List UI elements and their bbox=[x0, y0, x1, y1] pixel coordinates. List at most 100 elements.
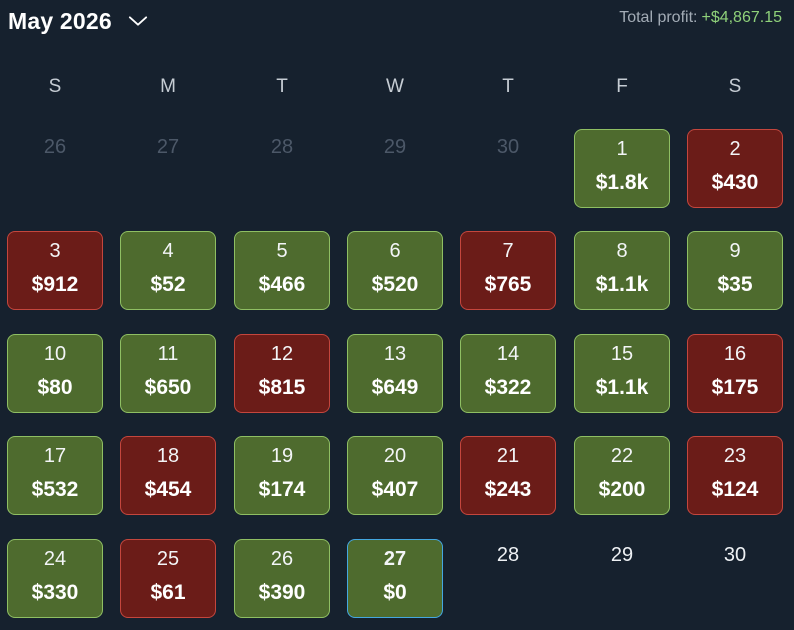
day-cell[interactable]: 14 $322 bbox=[460, 334, 556, 413]
day-number: 4 bbox=[162, 240, 174, 262]
day-cell[interactable]: 19 $174 bbox=[234, 436, 330, 515]
day-cell[interactable]: 29 bbox=[574, 539, 670, 618]
day-number: 19 bbox=[270, 445, 294, 467]
day-cell[interactable]: 9 $35 bbox=[687, 231, 783, 310]
day-number: 2 bbox=[729, 138, 741, 160]
weekday-header-row: S M T W T F S bbox=[0, 76, 794, 100]
day-profit-amount: $1.8k bbox=[595, 171, 649, 194]
day-profit-amount: $174 bbox=[258, 478, 306, 501]
day-profit-amount: $454 bbox=[144, 478, 192, 501]
day-cell[interactable]: 15 $1.1k bbox=[574, 334, 670, 413]
day-cell[interactable]: 28 bbox=[234, 129, 330, 208]
day-cell[interactable]: 6 $520 bbox=[347, 231, 443, 310]
day-cell[interactable]: 23 $124 bbox=[687, 436, 783, 515]
weekday-label: S bbox=[728, 76, 742, 97]
day-cell[interactable]: 18 $454 bbox=[120, 436, 216, 515]
day-cell[interactable]: 1 $1.8k bbox=[574, 129, 670, 208]
day-cell[interactable]: 13 $649 bbox=[347, 334, 443, 413]
day-number: 1 bbox=[616, 138, 628, 160]
total-profit: Total profit: +$4,867.15 bbox=[619, 9, 782, 27]
day-number: 5 bbox=[276, 240, 288, 262]
day-profit-amount: $520 bbox=[371, 273, 419, 296]
day-number: 12 bbox=[270, 343, 294, 365]
day-profit-amount: $61 bbox=[150, 581, 186, 604]
day-cell[interactable]: 30 bbox=[687, 539, 783, 618]
day-number: 26 bbox=[43, 136, 67, 158]
day-number: 30 bbox=[496, 136, 520, 158]
day-cell[interactable]: 27 bbox=[120, 129, 216, 208]
month-title: May 2026 bbox=[8, 7, 112, 34]
day-cell[interactable]: 7 $765 bbox=[460, 231, 556, 310]
day-profit-amount: $649 bbox=[371, 376, 419, 399]
day-profit-amount: $912 bbox=[31, 273, 79, 296]
day-cell-today[interactable]: 27 $0 bbox=[347, 539, 443, 618]
day-number: 21 bbox=[496, 445, 520, 467]
month-dropdown-chevron-icon[interactable] bbox=[128, 11, 148, 31]
day-number: 30 bbox=[723, 544, 747, 566]
day-number: 9 bbox=[729, 240, 741, 262]
day-number: 28 bbox=[496, 544, 520, 566]
day-cell[interactable]: 30 bbox=[460, 129, 556, 208]
day-cell[interactable]: 4 $52 bbox=[120, 231, 216, 310]
day-profit-amount: $52 bbox=[150, 273, 186, 296]
day-number: 11 bbox=[157, 343, 179, 365]
day-cell[interactable]: 22 $200 bbox=[574, 436, 670, 515]
day-profit-amount: $175 bbox=[711, 376, 759, 399]
weekday-label: M bbox=[160, 76, 176, 97]
day-number: 10 bbox=[43, 343, 67, 365]
day-cell[interactable]: 25 $61 bbox=[120, 539, 216, 618]
day-number: 16 bbox=[723, 343, 747, 365]
day-number: 8 bbox=[616, 240, 628, 262]
day-number: 26 bbox=[270, 548, 294, 570]
day-cell[interactable]: 11 $650 bbox=[120, 334, 216, 413]
day-number: 24 bbox=[43, 548, 67, 570]
day-cell[interactable]: 12 $815 bbox=[234, 334, 330, 413]
day-cell[interactable]: 16 $175 bbox=[687, 334, 783, 413]
day-number: 13 bbox=[383, 343, 407, 365]
day-number: 29 bbox=[610, 544, 634, 566]
day-number: 3 bbox=[49, 240, 61, 262]
day-cell[interactable]: 29 bbox=[347, 129, 443, 208]
day-profit-amount: $35 bbox=[717, 273, 753, 296]
day-cell[interactable]: 24 $330 bbox=[7, 539, 103, 618]
day-profit-amount: $466 bbox=[258, 273, 306, 296]
day-number: 27 bbox=[156, 136, 180, 158]
calendar-header: May 2026 bbox=[8, 4, 148, 38]
total-profit-value: +$4,867.15 bbox=[701, 9, 782, 26]
day-cell[interactable]: 28 bbox=[460, 539, 556, 618]
day-profit-amount: $1.1k bbox=[595, 376, 649, 399]
day-profit-amount: $330 bbox=[31, 581, 79, 604]
weekday-label: T bbox=[276, 76, 288, 97]
weekday-label: F bbox=[616, 76, 628, 97]
weekday-label: T bbox=[502, 76, 514, 97]
day-number: 23 bbox=[723, 445, 747, 467]
day-cell[interactable]: 2 $430 bbox=[687, 129, 783, 208]
day-number: 18 bbox=[156, 445, 180, 467]
day-cell[interactable]: 26 bbox=[7, 129, 103, 208]
day-cell[interactable]: 10 $80 bbox=[7, 334, 103, 413]
day-profit-amount: $1.1k bbox=[595, 273, 649, 296]
day-cell[interactable]: 21 $243 bbox=[460, 436, 556, 515]
day-cell[interactable]: 5 $466 bbox=[234, 231, 330, 310]
day-profit-amount: $200 bbox=[598, 478, 646, 501]
day-number: 29 bbox=[383, 136, 407, 158]
day-number: 22 bbox=[610, 445, 634, 467]
day-cell[interactable]: 20 $407 bbox=[347, 436, 443, 515]
day-profit-amount: $532 bbox=[31, 478, 79, 501]
day-number: 15 bbox=[610, 343, 634, 365]
weekday-label: W bbox=[386, 76, 404, 97]
day-cell[interactable]: 26 $390 bbox=[234, 539, 330, 618]
day-profit-amount: $430 bbox=[711, 171, 759, 194]
day-cell[interactable]: 3 $912 bbox=[7, 231, 103, 310]
day-profit-amount: $815 bbox=[258, 376, 306, 399]
day-profit-amount: $80 bbox=[37, 376, 73, 399]
day-number: 7 bbox=[502, 240, 514, 262]
day-cell[interactable]: 17 $532 bbox=[7, 436, 103, 515]
day-number: 27 bbox=[383, 548, 407, 570]
day-cell[interactable]: 8 $1.1k bbox=[574, 231, 670, 310]
day-number: 20 bbox=[383, 445, 407, 467]
weekday-label: S bbox=[48, 76, 62, 97]
total-profit-label: Total profit: bbox=[619, 9, 698, 26]
day-number: 25 bbox=[156, 548, 180, 570]
